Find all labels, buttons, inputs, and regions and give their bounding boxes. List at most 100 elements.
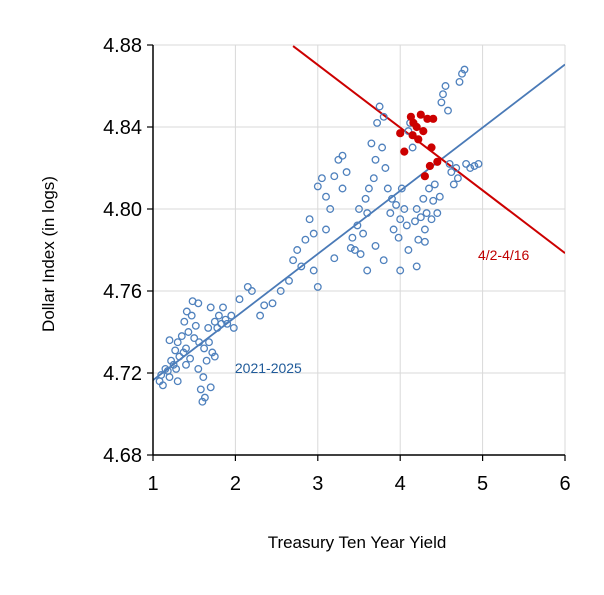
data-point [430,180,439,189]
data-point [346,244,355,252]
data-point [361,194,370,203]
data-point [455,77,464,86]
data-point [444,106,452,115]
data-point [338,151,347,160]
data-point [342,168,351,177]
data-point [221,315,230,324]
y-tick-label: 4.88 [103,35,142,57]
y-tick-label: 4.80 [103,199,142,221]
data-point [330,172,339,181]
data-point [452,164,461,172]
data-point [169,360,178,369]
data-point [422,209,431,218]
data-point [392,200,401,209]
data-point [379,112,388,121]
data-point [227,311,236,320]
data-point [214,311,223,320]
data-point [182,344,190,353]
data-point [194,299,203,308]
data-point [289,256,298,265]
apr-data-point [427,143,436,152]
data-point [460,65,469,74]
data-point [276,287,285,295]
data-point [359,229,368,238]
x-tick-label: 1 [147,473,158,495]
data-point [404,127,413,136]
y-tick-label: 4.84 [103,117,142,139]
data-point [180,317,189,326]
y-axis-title: Dollar Index (in logs) [39,176,58,332]
data-point [247,287,256,295]
data-point [378,143,387,152]
data-point [268,299,277,308]
data-point [175,352,184,361]
data-point [213,323,222,332]
data-point [322,192,330,201]
data-point [355,205,363,213]
data-point [414,235,423,244]
gridlines [152,44,566,456]
data-point [200,344,209,353]
data-point [429,196,438,205]
apr-data-point [414,135,423,144]
data-point [173,377,182,386]
data-point [182,307,191,316]
data-point [309,229,318,238]
data-point [285,276,293,285]
data-point [338,184,347,193]
apr-data-point [396,129,405,138]
data-point [474,159,483,168]
data-point [425,184,433,193]
data-point [190,334,199,343]
data-point [179,348,188,357]
apr-data-point [425,161,434,171]
data-point [202,356,211,365]
data-point [350,246,359,254]
data-point [229,323,238,332]
data-point [195,338,204,347]
data-point [449,180,458,189]
data-point [441,82,450,90]
data-point [462,159,471,168]
data-point [260,301,269,310]
data-point [326,205,335,213]
data-point [182,360,190,369]
data-point [191,321,200,330]
data-point [371,155,380,164]
chart-text: 1 2 3 4 5 6 4.68 4.72 4.76 4.80 4.84 4.88 Treasury T… [39,35,571,552]
data-point [171,346,180,355]
data-point [167,356,176,365]
apr-data-point [400,147,409,156]
series-1 [396,110,442,181]
data-point [363,266,372,275]
data-point [397,184,406,193]
data-point [223,319,232,328]
data-point [208,348,217,357]
data-point [369,174,378,183]
data-point [386,209,395,218]
data-point [313,182,322,191]
data-point [437,98,446,107]
data-point [217,319,226,328]
data-point [394,233,403,242]
data-point [367,139,376,148]
data-point [420,225,429,234]
x-axis-title: Treasury Ten Year Yield [268,533,447,552]
apr-data-point [412,122,421,132]
data-point [200,393,209,402]
data-point [305,215,314,224]
data-point [158,381,167,390]
data-point [196,385,205,394]
data-point [396,266,405,275]
annotation-2021-2025: 2021-2025 [235,360,302,376]
y-tick-label: 4.68 [103,445,142,467]
y-tick-label: 4.72 [103,363,142,385]
data-point [389,225,398,234]
data-point [301,235,310,244]
data-point [383,184,392,193]
data-point [322,225,330,234]
data-point [204,323,213,332]
data-point [313,282,322,291]
data-point [235,295,244,304]
